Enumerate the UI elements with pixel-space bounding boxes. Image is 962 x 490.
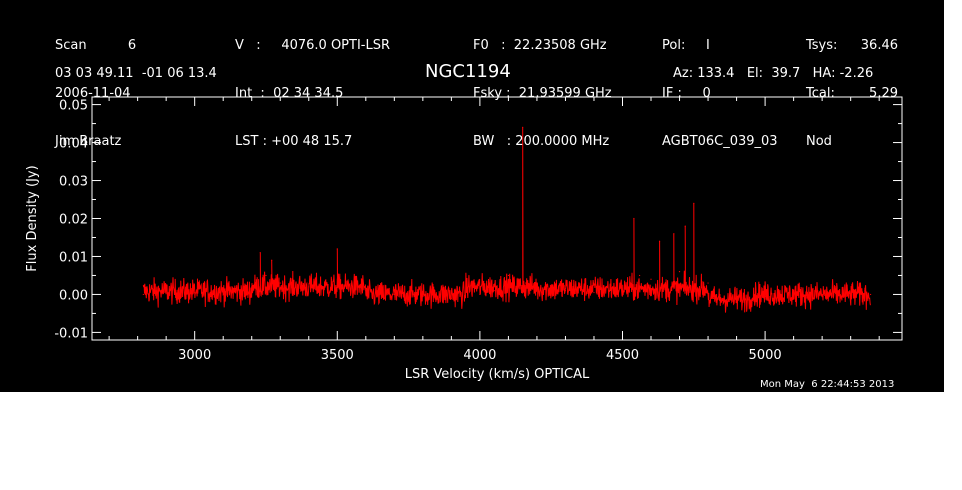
data-point bbox=[222, 290, 224, 292]
data-point bbox=[450, 297, 452, 299]
y-tick-label: 0.04 bbox=[59, 137, 88, 152]
mode-label: Nod bbox=[806, 134, 832, 149]
data-point bbox=[279, 282, 281, 284]
data-point bbox=[493, 290, 495, 292]
tsys-value: 36.46 bbox=[860, 38, 898, 53]
data-point bbox=[658, 240, 661, 242]
data-point bbox=[522, 126, 524, 128]
data-point bbox=[673, 233, 675, 235]
data-point bbox=[678, 271, 681, 273]
data-point bbox=[507, 274, 510, 277]
x-tick-label: 3500 bbox=[321, 348, 354, 363]
bandwidth-label: BW : 200.0000 MHz bbox=[473, 134, 610, 149]
data-point bbox=[564, 290, 567, 292]
y-axis-label: Flux Density (Jy) bbox=[25, 165, 40, 271]
data-point bbox=[265, 274, 267, 277]
y-tick-label: 0.01 bbox=[59, 250, 88, 265]
y-tick-label: 0.05 bbox=[59, 99, 88, 114]
data-point bbox=[821, 293, 823, 296]
if-label: IF : 0 bbox=[662, 86, 711, 101]
date-label: 2006-11-04 bbox=[55, 86, 131, 101]
data-point bbox=[271, 259, 273, 261]
source-title: NGC1194 bbox=[425, 61, 511, 82]
observer-label: Jim Braatz bbox=[55, 134, 122, 149]
spectrum-chart: 3000 3500 4000 4500 5000 -0.01 0.00 0.01 0.02 0.0… bbox=[25, 96, 903, 382]
y-tick-label: 0.02 bbox=[59, 213, 88, 228]
x-tick-label: 5000 bbox=[749, 348, 782, 363]
header-col-frequency: F0 : 22.23508 GHz Fsky : 21.93599 GHz BW… bbox=[473, 6, 612, 182]
az-el-ha-label: Az: 133.4 El: 39.7 HA: -2.26 bbox=[673, 66, 874, 81]
data-point bbox=[664, 282, 666, 284]
x-axis-label: LSR Velocity (km/s) OPTICAL bbox=[405, 367, 590, 382]
y-tick-label: 0.00 bbox=[59, 288, 88, 303]
project-label: AGBT06C_039_03 bbox=[662, 134, 778, 149]
y-tick-label: -0.01 bbox=[54, 326, 88, 341]
header-col-velocity: V : 4076.0 OPTI-LSR Int : 02 34 34.5 LST… bbox=[235, 6, 390, 182]
data-point bbox=[479, 293, 481, 296]
scan-label: Scan 6 bbox=[55, 38, 137, 53]
data-point bbox=[713, 297, 715, 299]
data-point bbox=[336, 248, 338, 250]
tcal-label: Tcal: bbox=[806, 86, 835, 101]
data-point bbox=[593, 291, 595, 294]
data-point bbox=[864, 290, 866, 292]
data-point bbox=[422, 295, 424, 297]
data-point bbox=[330, 278, 333, 280]
data-point bbox=[524, 282, 527, 284]
data-point bbox=[870, 293, 872, 296]
velocity-label: V : 4076.0 OPTI-LSR bbox=[235, 38, 391, 53]
header-col-tsys: Tsys: Tcal: Nod bbox=[806, 6, 837, 182]
data-point bbox=[350, 282, 353, 284]
data-point bbox=[693, 202, 695, 204]
plot-background: 3000 3500 4000 4500 5000 -0.01 0.00 0.01 0.02 0.0… bbox=[0, 0, 944, 392]
data-point bbox=[308, 286, 310, 288]
fsky-label: Fsky : 21.93599 GHz bbox=[473, 86, 612, 101]
integration-label: Int : 02 34 34.5 bbox=[235, 86, 344, 101]
spectrum-trace bbox=[142, 127, 871, 313]
data-point bbox=[165, 290, 167, 292]
data-point bbox=[633, 217, 635, 220]
x-tick-label: 4500 bbox=[606, 348, 639, 363]
data-point bbox=[259, 252, 261, 254]
y-tick-label: 0.03 bbox=[59, 175, 88, 190]
data-point bbox=[393, 293, 395, 296]
data-point bbox=[365, 290, 367, 292]
x-tick-label: 3000 bbox=[178, 348, 211, 363]
data-point bbox=[764, 295, 766, 297]
header-col-scan: Scan 6 2006-11-04 Jim Braatz bbox=[55, 6, 136, 182]
data-point bbox=[519, 278, 521, 280]
tsys-label: Tsys: bbox=[806, 38, 838, 53]
data-point bbox=[142, 293, 144, 296]
data-point bbox=[650, 278, 652, 280]
header-col-pol: Pol: I IF : 0 AGBT06C_039_03 bbox=[662, 6, 778, 182]
data-point bbox=[707, 282, 709, 284]
plot-timestamp: Mon May 6 22:44:53 2013 bbox=[760, 379, 895, 390]
lst-label: LST : +00 48 15.7 bbox=[235, 134, 353, 149]
f0-label: F0 : 22.23508 GHz bbox=[473, 38, 607, 53]
tcal-value: 5.29 bbox=[869, 86, 898, 101]
data-point bbox=[621, 293, 624, 296]
data-point bbox=[536, 286, 538, 288]
x-tick-label: 4000 bbox=[463, 348, 496, 363]
header-col-tsys-values: 36.46 5.29 bbox=[846, 6, 898, 166]
data-point bbox=[194, 291, 196, 294]
data-point bbox=[684, 225, 686, 227]
data-point bbox=[251, 286, 253, 288]
data-point bbox=[639, 274, 641, 277]
data-point bbox=[793, 293, 795, 296]
data-point bbox=[850, 293, 852, 296]
data-point bbox=[735, 295, 738, 297]
coordinates-label: 03 03 49.11 -01 06 13.4 bbox=[55, 66, 217, 81]
pol-label: Pol: I bbox=[662, 38, 710, 53]
